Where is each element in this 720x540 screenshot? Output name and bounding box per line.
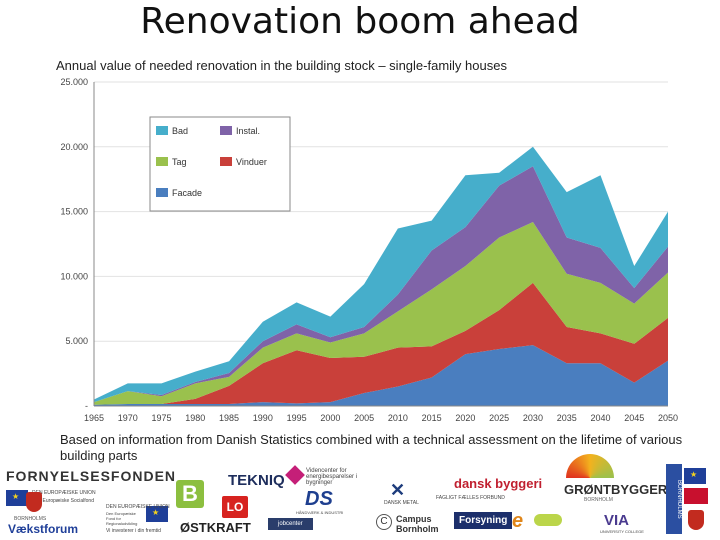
ds-logo: DS [305, 488, 333, 510]
dansk-byggeri-logo: dansk byggeri [454, 476, 543, 491]
area-instal [94, 166, 668, 403]
source-note: Based on information from Danish Statist… [60, 432, 683, 463]
legend-swatch-bad [156, 126, 168, 135]
eu-flag-icon-2 [146, 506, 168, 522]
x-tick-label: 2005 [354, 413, 374, 423]
x-tick-label: 2015 [422, 413, 442, 423]
eu-flag-icon-3 [684, 468, 706, 484]
legend-label-facade: Facade [172, 188, 202, 198]
energi-leaf-icon [534, 514, 562, 526]
x-tick-label: 2020 [455, 413, 475, 423]
groentbygger-logo: GRØNTBYGGER [564, 482, 668, 497]
legend: Bad Instal. Tag Vinduer Facade [149, 116, 291, 212]
via-logo: VIA [604, 512, 630, 529]
campus-bornholm-logo: Campus Bornholm [396, 514, 439, 534]
x-tick-label: 2045 [624, 413, 644, 423]
x-tick-label: 2050 [658, 413, 678, 423]
bornholm-flag-icon [684, 488, 708, 504]
eu-flag-icon [6, 490, 28, 506]
area-tag [94, 221, 668, 405]
b-logo: B [176, 480, 204, 508]
legend-label-vinduer: Vinduer [236, 157, 267, 167]
legend-swatch-instal [220, 126, 232, 135]
area-facade [94, 345, 668, 406]
area-vinduer [94, 282, 668, 405]
bornholm-crest-icon [26, 492, 42, 512]
x-tick-label: 1980 [185, 413, 205, 423]
ds-sub: HÅNDVÆRK & INDUSTRI [296, 510, 344, 515]
bornholms-regionskommune-logo: BORNHOLMS [666, 464, 682, 534]
dansk-metal-logo: DANSK METAL [384, 500, 419, 506]
vaekstforum-logo: Vækstforum [8, 522, 79, 536]
bornholm-crest-icon-2 [688, 510, 704, 530]
legend-label-bad: Bad [172, 126, 188, 136]
area-bad [94, 146, 668, 403]
x-tick-label: 2040 [590, 413, 610, 423]
videncenter-logo: Videncenter for energibesparelser i bygn… [306, 468, 358, 486]
x-tick-label: 1985 [219, 413, 239, 423]
x-tick-label: 2010 [388, 413, 408, 423]
tekniq-logo: TEKNIQ [228, 472, 285, 489]
fornyelsesfonden-logo: FORNYELSESFONDEN [6, 468, 177, 484]
chart-subtitle: Annual value of needed renovation in the… [56, 58, 507, 73]
eu-text-1: DEN EUROPÆISKE UNION [32, 490, 96, 496]
x-tick-label: 1995 [287, 413, 307, 423]
x-tick-label: 1975 [152, 413, 172, 423]
eu-tagline: Vi investerer i din fremtid [106, 528, 161, 534]
x-tick-label: 2025 [489, 413, 509, 423]
legend-label-tag: Tag [172, 157, 187, 167]
x-tick-label: 1965 [84, 413, 104, 423]
dansk-metal-icon: ✕ [390, 480, 406, 500]
eu-text-1b: Den Europæiske Socialfond [32, 498, 94, 504]
y-tick-label: 20.000 [60, 142, 88, 152]
y-tick-label: 15.000 [60, 207, 88, 217]
jobcenter-logo: jobcenter [268, 518, 313, 530]
y-axis-ticks: - 5.000 10.000 15.000 20.000 25.000 [60, 77, 88, 411]
groentbygger-sub: BORNHOLM [584, 497, 613, 503]
eu-text-2b: Den Europæiske Fond for Regionaludviklin… [106, 511, 138, 526]
page-title: Renovation boom ahead [140, 1, 580, 42]
c-circle-icon: C [376, 514, 392, 530]
vaekstforum-bornholms: BORNHOLMS [14, 516, 47, 522]
legend-label-instal: Instal. [236, 126, 260, 136]
y-tick-label: - [85, 401, 88, 411]
x-tick-label: 1970 [118, 413, 138, 423]
x-tick-label: 2000 [320, 413, 340, 423]
forsyning-logo: Forsyning [454, 512, 513, 529]
lo-logo: LO [222, 496, 248, 518]
y-tick-label: 5.000 [65, 336, 88, 346]
x-tick-label: 2035 [557, 413, 577, 423]
legend-swatch-facade [156, 188, 168, 197]
videncenter-icon [285, 465, 305, 485]
area-series [94, 146, 668, 406]
eu-text-2: DEN EUROPÆISKE UNION [106, 504, 170, 510]
legend-swatch-tag [156, 157, 168, 166]
x-axis-ticks: 1965 1970 1975 1980 1985 1990 1995 2000 2005 2010… [84, 413, 678, 423]
faglige-logo: FAGLIGT FÆLLES FORBUND [436, 495, 505, 501]
via-sub: UNIVERSITY COLLEGE [600, 529, 644, 534]
y-tick-label: 25.000 [60, 77, 88, 87]
x-tick-label: 1990 [253, 413, 273, 423]
oestkraft-logo: ØSTKRAFT [180, 520, 251, 535]
energi-e-logo: e [512, 510, 524, 532]
x-tick-label: 2030 [523, 413, 543, 423]
sponsor-logos: FORNYELSESFONDEN DEN EUROPÆISKE UNION De… [0, 454, 720, 540]
y-tick-label: 10.000 [60, 271, 88, 281]
legend-swatch-vinduer [220, 157, 232, 166]
